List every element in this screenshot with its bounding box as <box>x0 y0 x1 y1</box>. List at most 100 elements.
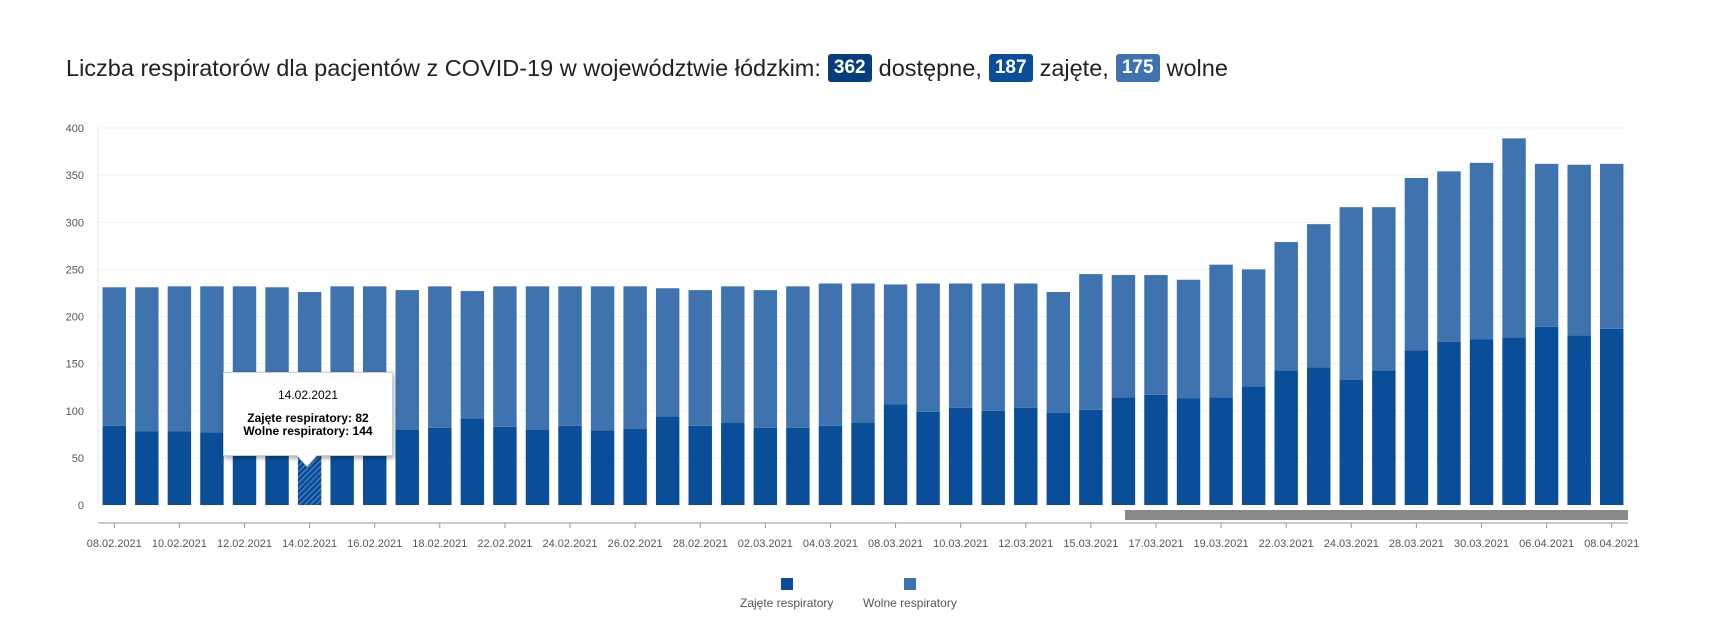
bar-free <box>981 283 1005 411</box>
bar-occupied <box>1079 409 1103 505</box>
bar-occupied <box>1437 341 1461 505</box>
bar-free <box>1307 224 1331 368</box>
x-tick-label: 14.02.2021 <box>282 538 337 550</box>
bar-occupied <box>395 429 419 505</box>
x-tick-label: 18.02.2021 <box>412 538 467 550</box>
bar-free <box>786 286 810 428</box>
free-label: wolne <box>1166 54 1228 81</box>
bar-occupied <box>1144 394 1168 505</box>
bar-occupied <box>623 428 647 505</box>
bar-free <box>1600 163 1624 329</box>
bar-occupied <box>102 425 126 505</box>
x-tick-label: 28.02.2021 <box>673 538 728 550</box>
bar-occupied <box>1404 350 1429 505</box>
bar-occupied <box>167 431 192 505</box>
bar-free <box>655 288 680 417</box>
x-tick-label: 06.04.2021 <box>1519 538 1574 550</box>
occupied-badge: 187 <box>988 54 1033 82</box>
bar-free <box>558 286 582 426</box>
legend-item-occupied[interactable]: Zajęte respiratory <box>740 578 833 610</box>
legend-item-free[interactable]: Wolne respiratory <box>863 578 957 610</box>
bar-occupied <box>200 432 224 505</box>
bar-occupied <box>786 427 810 505</box>
bar-occupied <box>1600 328 1624 505</box>
bar-occupied <box>1274 370 1298 505</box>
x-tick-label: 30.03.2021 <box>1454 538 1509 550</box>
bar-free <box>623 286 647 429</box>
bar-occupied <box>818 425 843 505</box>
title-prefix: Liczba respiratorów dla pacjentów z COVI… <box>66 54 821 81</box>
y-tick-label: 200 <box>66 312 84 324</box>
bar-free <box>851 283 875 424</box>
range-scrollbar <box>1125 510 1628 520</box>
bar-occupied <box>851 423 875 505</box>
bar-occupied <box>1339 379 1364 505</box>
x-tick-label: 08.03.2021 <box>868 538 923 550</box>
bar-free <box>460 291 485 419</box>
free-badge: 175 <box>1115 54 1160 82</box>
x-tick-label: 17.03.2021 <box>1128 538 1183 550</box>
x-tick-label: 24.03.2021 <box>1324 538 1379 550</box>
tooltip: 14.02.2021 Zajęte respiratory: 82 Wolne … <box>223 372 393 466</box>
bar-free <box>948 283 973 408</box>
bar-free <box>818 283 843 426</box>
y-tick-label: 100 <box>66 406 84 418</box>
x-tick-label: 19.03.2021 <box>1194 538 1249 550</box>
bar-occupied <box>688 425 712 505</box>
bar-occupied <box>1046 412 1071 505</box>
tooltip-date: 14.02.2021 <box>277 388 339 402</box>
bar-free <box>753 290 778 428</box>
bar-free <box>135 287 159 432</box>
bar-occupied <box>1176 398 1201 505</box>
bar-free <box>1176 279 1201 399</box>
x-tick-label: 10.03.2021 <box>933 538 988 550</box>
bar-free <box>1144 275 1168 395</box>
x-tick-label: 26.02.2021 <box>608 538 663 550</box>
bar-free <box>1111 275 1136 398</box>
bar-free <box>1502 138 1526 338</box>
x-tick-label: 04.03.2021 <box>803 538 858 550</box>
x-tick-label: 02.03.2021 <box>738 538 793 550</box>
bar-occupied <box>135 431 159 505</box>
y-tick-label: 300 <box>66 217 84 229</box>
tooltip-occupied: Zajęte respiratory: 82 <box>247 411 369 425</box>
x-tick-label: 10.02.2021 <box>152 538 207 550</box>
bar-occupied <box>1567 335 1591 505</box>
axes: 0 50 100 150 200 250 300 350 400 08.02.2021 10.02.… <box>66 123 1640 550</box>
total-label: dostępne, <box>878 54 982 81</box>
bar-free <box>688 290 712 426</box>
x-tick-label: 28.03.2021 <box>1389 538 1444 550</box>
y-tick-label: 250 <box>66 264 84 276</box>
bar-occupied <box>590 430 615 505</box>
bar-occupied <box>916 411 940 505</box>
bar-occupied <box>1209 397 1233 505</box>
bar-free <box>1404 177 1429 351</box>
x-tick-label: 22.03.2021 <box>1259 538 1314 550</box>
bar-free <box>1046 291 1071 413</box>
bar-free <box>200 286 224 433</box>
bar-occupied <box>753 427 778 505</box>
bar-free <box>1014 283 1038 408</box>
bars <box>102 138 1624 505</box>
bar-free <box>590 286 615 431</box>
bar-free <box>428 286 452 428</box>
bar-occupied <box>1014 407 1038 505</box>
x-tick-label: 15.03.2021 <box>1063 538 1118 550</box>
bar-free <box>1567 164 1591 336</box>
bar-occupied <box>460 418 485 505</box>
tooltip-free: Wolne respiratory: 144 <box>243 424 373 438</box>
bar-occupied <box>721 423 745 505</box>
y-tick-label: 150 <box>66 359 84 371</box>
tooltip-pointer <box>297 455 317 466</box>
bar-free <box>721 286 745 424</box>
bar-free <box>167 286 192 432</box>
bar-occupied <box>655 416 680 505</box>
bar-occupied <box>428 427 452 505</box>
chart-title: Liczba respiratorów dla pacjentów z COVI… <box>66 54 1228 82</box>
bar-free <box>395 290 419 430</box>
y-tick-label: 0 <box>78 500 84 512</box>
bar-occupied <box>981 410 1005 505</box>
legend-swatch-occupied <box>780 578 793 590</box>
bar-occupied <box>948 407 973 505</box>
x-tick-label: 12.02.2021 <box>217 538 272 550</box>
